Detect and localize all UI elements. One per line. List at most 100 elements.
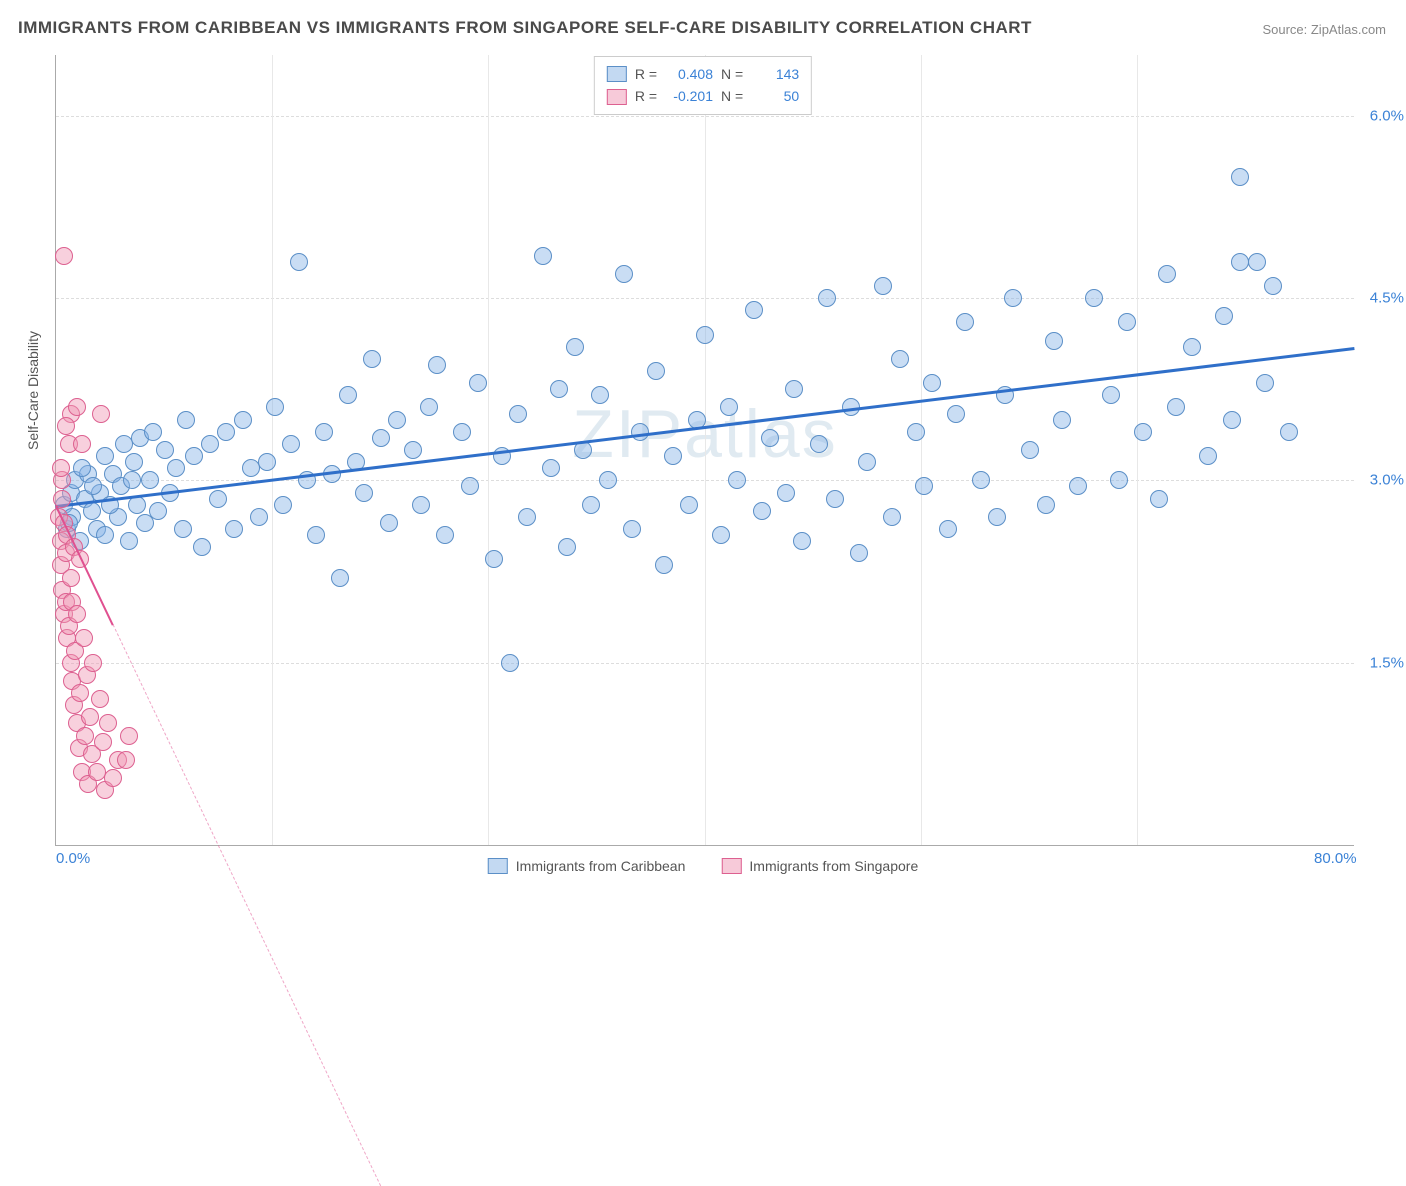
scatter-point bbox=[915, 477, 933, 495]
scatter-point bbox=[461, 477, 479, 495]
scatter-point bbox=[558, 538, 576, 556]
scatter-point bbox=[282, 435, 300, 453]
x-tick-label: 80.0% bbox=[1314, 850, 1357, 867]
scatter-point bbox=[290, 253, 308, 271]
scatter-point bbox=[193, 538, 211, 556]
n-label: N = bbox=[721, 63, 743, 85]
scatter-point bbox=[883, 508, 901, 526]
scatter-point bbox=[167, 459, 185, 477]
scatter-point bbox=[76, 727, 94, 745]
scatter-point bbox=[177, 411, 195, 429]
scatter-point bbox=[1118, 313, 1136, 331]
scatter-point bbox=[728, 471, 746, 489]
scatter-point bbox=[874, 277, 892, 295]
y-axis-label: Self-Care Disability bbox=[25, 331, 41, 450]
scatter-point bbox=[566, 338, 584, 356]
scatter-point bbox=[777, 484, 795, 502]
n-label: N = bbox=[721, 85, 743, 107]
scatter-point bbox=[501, 654, 519, 672]
source-label: Source: ZipAtlas.com bbox=[1262, 22, 1386, 37]
scatter-point bbox=[96, 526, 114, 544]
scatter-point bbox=[485, 550, 503, 568]
scatter-point bbox=[209, 490, 227, 508]
scatter-point bbox=[720, 398, 738, 416]
legend-swatch-blue bbox=[607, 66, 627, 82]
legend-swatch-pink bbox=[721, 858, 741, 874]
scatter-point bbox=[1167, 398, 1185, 416]
scatter-point bbox=[469, 374, 487, 392]
scatter-point bbox=[1280, 423, 1298, 441]
legend-series: Immigrants from Caribbean Immigrants fro… bbox=[488, 858, 918, 874]
y-tick-label: 6.0% bbox=[1370, 107, 1404, 124]
scatter-point bbox=[73, 459, 91, 477]
scatter-point bbox=[939, 520, 957, 538]
scatter-point bbox=[1004, 289, 1022, 307]
scatter-point bbox=[68, 398, 86, 416]
scatter-point bbox=[141, 471, 159, 489]
scatter-point bbox=[1037, 496, 1055, 514]
legend-swatch-blue bbox=[488, 858, 508, 874]
scatter-point bbox=[55, 247, 73, 265]
legend-label: Immigrants from Caribbean bbox=[516, 858, 686, 874]
scatter-point bbox=[1248, 253, 1266, 271]
scatter-point bbox=[712, 526, 730, 544]
scatter-point bbox=[123, 471, 141, 489]
scatter-point bbox=[907, 423, 925, 441]
scatter-point bbox=[75, 629, 93, 647]
scatter-point bbox=[92, 405, 110, 423]
scatter-point bbox=[120, 532, 138, 550]
y-tick-label: 1.5% bbox=[1370, 654, 1404, 671]
r-label: R = bbox=[635, 63, 657, 85]
scatter-point bbox=[518, 508, 536, 526]
scatter-point bbox=[250, 508, 268, 526]
scatter-point bbox=[1045, 332, 1063, 350]
gridline-v bbox=[272, 55, 273, 845]
scatter-point bbox=[217, 423, 235, 441]
scatter-point bbox=[81, 708, 99, 726]
scatter-point bbox=[582, 496, 600, 514]
r-label: R = bbox=[635, 85, 657, 107]
scatter-point bbox=[120, 727, 138, 745]
scatter-point bbox=[1264, 277, 1282, 295]
scatter-point bbox=[117, 751, 135, 769]
scatter-point bbox=[420, 398, 438, 416]
scatter-point bbox=[71, 684, 89, 702]
n-value: 50 bbox=[751, 85, 799, 107]
scatter-point bbox=[1069, 477, 1087, 495]
scatter-point bbox=[156, 441, 174, 459]
scatter-point bbox=[1053, 411, 1071, 429]
scatter-point bbox=[826, 490, 844, 508]
scatter-point bbox=[655, 556, 673, 574]
scatter-point bbox=[331, 569, 349, 587]
legend-swatch-pink bbox=[607, 89, 627, 105]
scatter-point bbox=[1085, 289, 1103, 307]
scatter-point bbox=[149, 502, 167, 520]
r-value: 0.408 bbox=[665, 63, 713, 85]
scatter-point bbox=[52, 459, 70, 477]
scatter-point bbox=[144, 423, 162, 441]
scatter-point bbox=[99, 714, 117, 732]
scatter-point bbox=[225, 520, 243, 538]
scatter-point bbox=[858, 453, 876, 471]
scatter-point bbox=[91, 690, 109, 708]
scatter-point bbox=[542, 459, 560, 477]
scatter-point bbox=[104, 769, 122, 787]
plot-area: ZIPatlas 1.5%3.0%4.5%6.0%0.0%80.0% bbox=[55, 55, 1354, 846]
scatter-point bbox=[631, 423, 649, 441]
scatter-point bbox=[174, 520, 192, 538]
legend-item: Immigrants from Caribbean bbox=[488, 858, 686, 874]
scatter-point bbox=[1256, 374, 1274, 392]
scatter-point bbox=[388, 411, 406, 429]
scatter-point bbox=[57, 417, 75, 435]
scatter-point bbox=[1215, 307, 1233, 325]
gridline-v bbox=[921, 55, 922, 845]
legend-label: Immigrants from Singapore bbox=[749, 858, 918, 874]
scatter-point bbox=[84, 654, 102, 672]
scatter-point bbox=[125, 453, 143, 471]
scatter-point bbox=[1158, 265, 1176, 283]
scatter-point bbox=[1134, 423, 1152, 441]
scatter-point bbox=[94, 733, 112, 751]
scatter-point bbox=[891, 350, 909, 368]
x-tick-label: 0.0% bbox=[56, 850, 90, 867]
scatter-point bbox=[1150, 490, 1168, 508]
